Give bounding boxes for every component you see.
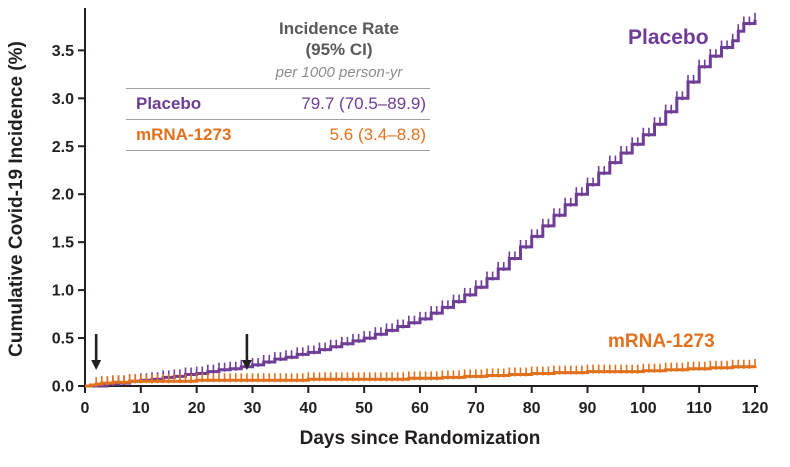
mrna-row-label: mRNA-1273 — [136, 124, 232, 144]
table-row-mrna: mRNA-1273 5.6 (3.4–8.8) — [126, 120, 430, 151]
dose-arrow-icon — [241, 334, 252, 370]
inset-unit-line: per 1000 person-yr — [275, 63, 403, 81]
y-tick-label: 0.5 — [52, 331, 74, 348]
series-placebo: Placebo — [85, 12, 757, 388]
x-tick-label: 20 — [188, 400, 206, 417]
y-tick-label: 1.5 — [52, 235, 74, 252]
x-axis-title: Days since Randomization — [300, 428, 541, 449]
placebo-row-value: 79.7 (70.5–89.9) — [301, 93, 426, 113]
step-curve — [85, 19, 757, 388]
y-tick-label: 3.5 — [52, 43, 74, 60]
y-axis-title: Cumulative Covid-19 Incidence (%) — [6, 41, 27, 357]
x-tick-label: 60 — [411, 400, 429, 417]
inset-title-line2: (95% CI) — [305, 40, 373, 60]
x-tick-label: 40 — [299, 400, 317, 417]
mrna-row-value: 5.6 (3.4–8.8) — [329, 124, 426, 144]
x-tick-label: 50 — [355, 400, 373, 417]
step-curve — [85, 365, 757, 388]
x-tick-label: 90 — [579, 400, 597, 417]
incidence-table-header: Incidence Rate (95% CI) per 1000 person-… — [126, 14, 430, 88]
incidence-table-rows: Placebo 79.7 (70.5–89.9) mRNA-1273 5.6 (… — [126, 87, 430, 151]
x-tick-label: 80 — [523, 400, 541, 417]
x-tick-label: 0 — [81, 400, 90, 417]
y-tick-label: 0.0 — [52, 379, 74, 396]
x-tick-label: 100 — [630, 400, 657, 417]
inset-title-line1: Incidence Rate — [279, 19, 399, 38]
series-label-mrna-1273: mRNA-1273 — [608, 331, 715, 352]
incidence-rate-table: Incidence Rate (95% CI) per 1000 person-… — [126, 14, 430, 151]
y-tick-label: 2.5 — [52, 139, 74, 156]
x-tick-label: 30 — [244, 400, 262, 417]
series-mrna-1273: mRNA-1273 — [85, 331, 757, 388]
x-tick-label: 110 — [686, 400, 712, 417]
table-row-placebo: Placebo 79.7 (70.5–89.9) — [126, 89, 430, 120]
x-tick-label: 70 — [467, 400, 485, 417]
placebo-row-label: Placebo — [136, 93, 202, 113]
x-tick-label: 120 — [742, 400, 769, 417]
axes: 0.0 0.5 1.0 1.5 2.0 2.5 3.0 3.5 0 10 20 30 40 50 60 70 8… — [6, 8, 768, 449]
y-tick-label: 2.0 — [52, 187, 74, 204]
dose-arrow-icon — [91, 334, 102, 370]
series-label-placebo: Placebo — [628, 26, 709, 49]
y-tick-label: 3.0 — [52, 91, 74, 108]
dose-arrows — [91, 334, 252, 370]
y-tick-label: 1.0 — [52, 283, 74, 300]
x-tick-label: 10 — [132, 400, 150, 417]
